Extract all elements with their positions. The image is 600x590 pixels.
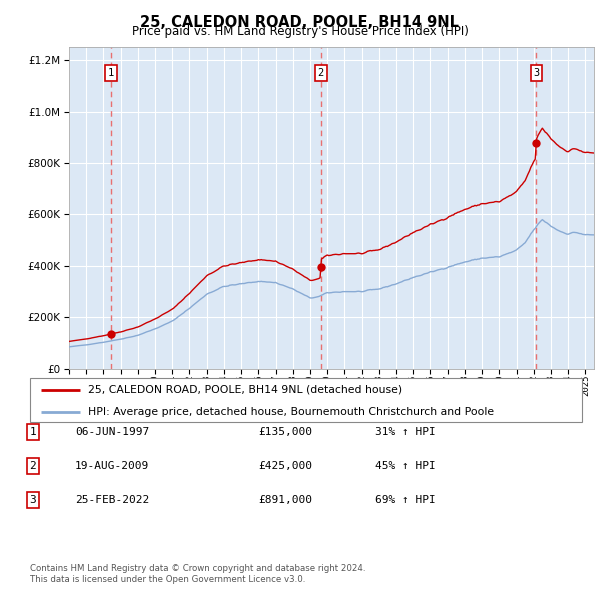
Text: £891,000: £891,000 — [258, 496, 312, 505]
Text: This data is licensed under the Open Government Licence v3.0.: This data is licensed under the Open Gov… — [30, 575, 305, 584]
Text: 3: 3 — [533, 68, 539, 78]
Text: 06-JUN-1997: 06-JUN-1997 — [75, 427, 149, 437]
Text: £135,000: £135,000 — [258, 427, 312, 437]
Text: 25, CALEDON ROAD, POOLE, BH14 9NL: 25, CALEDON ROAD, POOLE, BH14 9NL — [140, 15, 460, 30]
Text: 25, CALEDON ROAD, POOLE, BH14 9NL (detached house): 25, CALEDON ROAD, POOLE, BH14 9NL (detac… — [88, 385, 402, 395]
Text: HPI: Average price, detached house, Bournemouth Christchurch and Poole: HPI: Average price, detached house, Bour… — [88, 407, 494, 417]
Text: 2: 2 — [29, 461, 37, 471]
Text: £425,000: £425,000 — [258, 461, 312, 471]
Text: 1: 1 — [108, 68, 114, 78]
Text: 19-AUG-2009: 19-AUG-2009 — [75, 461, 149, 471]
Text: 25-FEB-2022: 25-FEB-2022 — [75, 496, 149, 505]
FancyBboxPatch shape — [30, 378, 582, 422]
Text: 69% ↑ HPI: 69% ↑ HPI — [375, 496, 436, 505]
Text: 2: 2 — [318, 68, 324, 78]
Text: 3: 3 — [29, 496, 37, 505]
Text: 1: 1 — [29, 427, 37, 437]
Text: 31% ↑ HPI: 31% ↑ HPI — [375, 427, 436, 437]
Text: 45% ↑ HPI: 45% ↑ HPI — [375, 461, 436, 471]
Text: Contains HM Land Registry data © Crown copyright and database right 2024.: Contains HM Land Registry data © Crown c… — [30, 565, 365, 573]
Text: Price paid vs. HM Land Registry's House Price Index (HPI): Price paid vs. HM Land Registry's House … — [131, 25, 469, 38]
